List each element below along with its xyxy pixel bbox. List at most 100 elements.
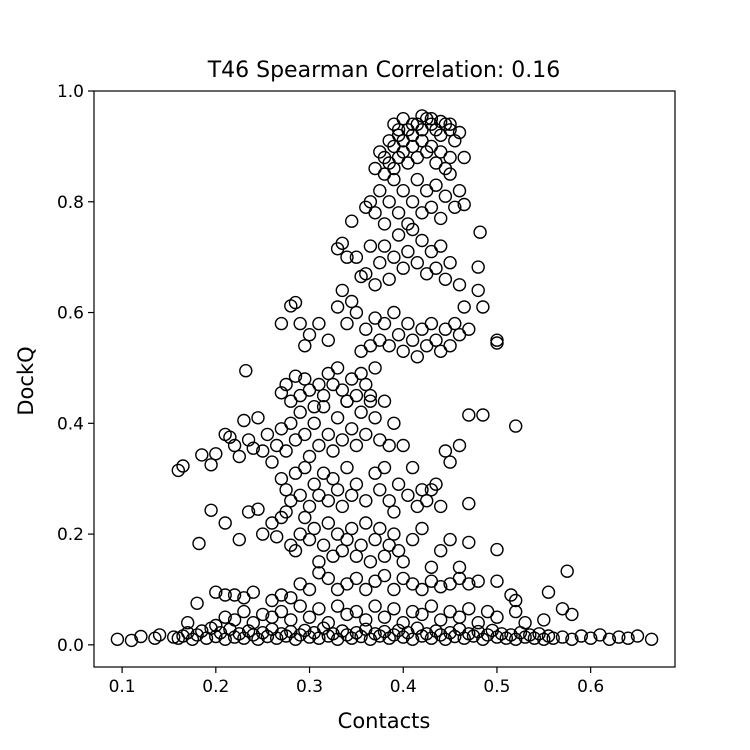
data-point (321, 616, 335, 630)
data-point (251, 502, 265, 516)
data-point (251, 632, 265, 646)
data-point (227, 613, 242, 627)
data-point (204, 503, 218, 517)
data-point (345, 214, 359, 228)
data-point (438, 444, 453, 458)
data-point (401, 488, 415, 502)
data-point (452, 328, 467, 342)
data-point (330, 361, 345, 375)
data-point (405, 532, 420, 547)
data-point (256, 527, 270, 541)
data-point (335, 236, 349, 251)
data-point (443, 117, 457, 131)
data-point (377, 394, 392, 408)
data-point (429, 261, 443, 275)
x-tick-label: 0.4 (390, 677, 417, 697)
data-point (302, 449, 317, 464)
data-point (227, 438, 242, 453)
data-point (434, 580, 448, 594)
data-point (256, 444, 270, 458)
data-point (509, 593, 523, 608)
data-point (471, 260, 485, 274)
data-point (387, 628, 401, 642)
data-point (387, 416, 401, 430)
data-point (377, 217, 392, 231)
data-point (180, 626, 195, 640)
data-point (335, 624, 349, 638)
data-point (171, 463, 186, 478)
data-point (405, 195, 420, 209)
data-point (232, 532, 247, 547)
data-point (227, 588, 242, 602)
data-point (415, 607, 429, 622)
data-point (401, 244, 415, 259)
data-point (288, 295, 303, 310)
data-point (279, 483, 293, 497)
data-point (260, 629, 275, 644)
data-point (307, 416, 321, 430)
data-point (480, 628, 495, 642)
data-point (363, 388, 378, 403)
data-point (312, 377, 326, 392)
data-point (377, 239, 392, 253)
data-point (405, 604, 420, 619)
data-point (293, 577, 307, 591)
data-point (490, 336, 504, 350)
data-point (438, 161, 453, 176)
data-points (110, 109, 659, 648)
data-point (410, 350, 424, 364)
data-point (340, 316, 354, 331)
data-point (405, 632, 420, 646)
data-point (476, 408, 490, 422)
data-point (457, 197, 471, 212)
data-point (387, 505, 401, 519)
data-point (401, 217, 415, 231)
data-point (434, 114, 448, 129)
data-point (265, 455, 279, 469)
data-point (293, 316, 307, 331)
data-point (239, 364, 253, 378)
plot-frame (93, 90, 676, 668)
data-point (434, 499, 448, 514)
data-point (527, 631, 542, 645)
data-point (166, 630, 181, 644)
data-point (462, 577, 476, 591)
data-point (457, 300, 471, 314)
data-point (473, 225, 487, 239)
data-point (410, 172, 424, 187)
data-point (270, 631, 284, 645)
data-point (509, 604, 523, 619)
data-point (391, 544, 406, 558)
data-point (546, 631, 560, 645)
data-point (349, 250, 364, 264)
data-point (232, 449, 247, 464)
data-point (241, 433, 256, 447)
data-point (359, 267, 373, 281)
data-point (307, 400, 321, 414)
data-point (335, 433, 349, 447)
data-point (410, 256, 424, 270)
data-point (602, 632, 617, 646)
data-point (452, 560, 467, 574)
data-point (279, 505, 293, 519)
data-point (448, 316, 462, 331)
data-point (190, 628, 204, 642)
data-point (424, 316, 439, 331)
data-point (457, 631, 471, 645)
data-point (321, 571, 335, 586)
data-point (359, 322, 373, 336)
data-point (452, 125, 467, 140)
data-point (565, 607, 579, 622)
data-point (391, 228, 406, 242)
data-point (335, 499, 349, 514)
data-point (490, 542, 504, 557)
data-point (326, 444, 340, 458)
x-tick-label: 0.5 (483, 677, 510, 697)
data-point (396, 438, 410, 453)
data-point (246, 616, 261, 630)
data-point (363, 239, 378, 253)
data-point (420, 183, 434, 198)
data-point (396, 261, 410, 275)
data-point (443, 455, 457, 469)
data-point (312, 555, 326, 569)
